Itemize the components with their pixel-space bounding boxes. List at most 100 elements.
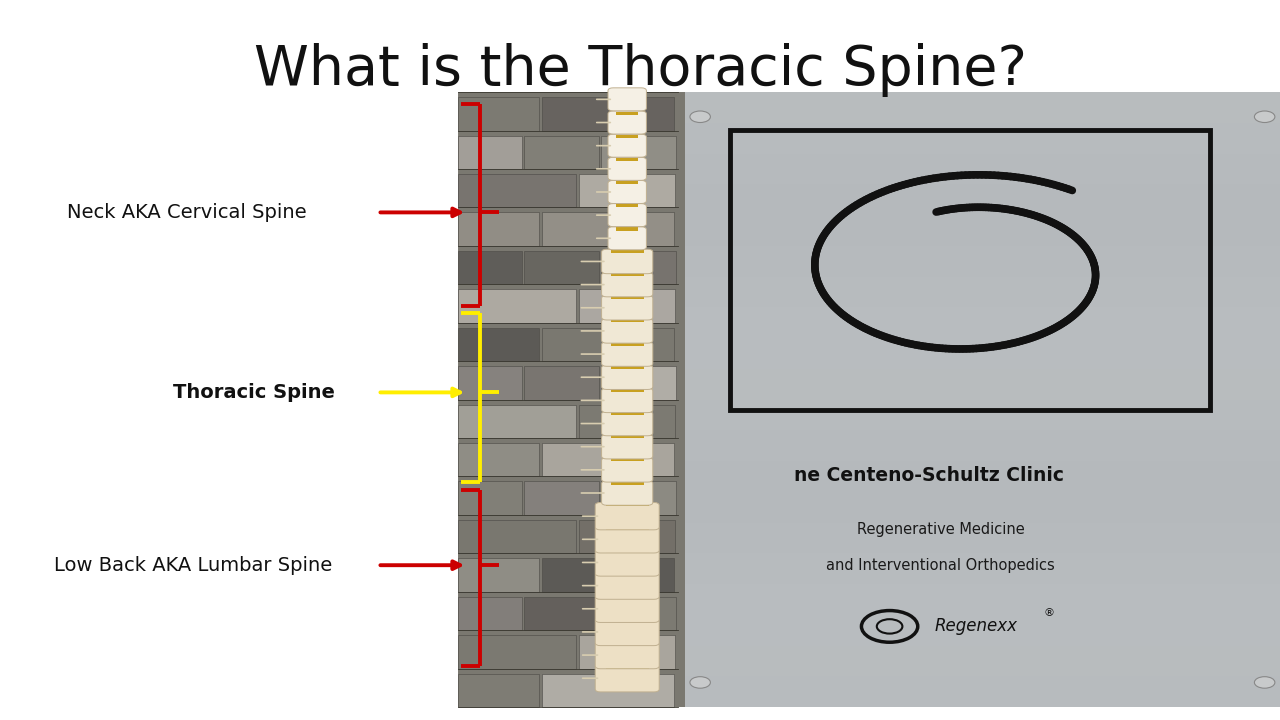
FancyBboxPatch shape [602, 411, 653, 436]
Text: ®: ® [1043, 608, 1055, 618]
Bar [580, 174, 676, 207]
Bar [525, 366, 599, 400]
Bar [685, 215, 1280, 246]
Bar [685, 276, 1280, 307]
Bar [611, 389, 644, 392]
Bar [616, 112, 639, 114]
FancyBboxPatch shape [602, 458, 653, 482]
Bar [685, 153, 1280, 184]
FancyBboxPatch shape [602, 434, 653, 459]
FancyBboxPatch shape [602, 342, 653, 366]
Bar [605, 549, 649, 553]
Bar [458, 443, 539, 477]
Bar [685, 553, 1280, 584]
Bar [685, 307, 1280, 338]
Bar [602, 597, 676, 630]
FancyBboxPatch shape [608, 204, 646, 227]
Bar [458, 289, 576, 323]
Bar [685, 184, 1280, 215]
Bar [685, 400, 1280, 431]
Bar [458, 520, 576, 553]
Bar [685, 523, 1280, 553]
Bar [458, 635, 576, 669]
Bar [580, 635, 676, 669]
Bar [458, 597, 522, 630]
FancyBboxPatch shape [595, 503, 659, 530]
Bar [611, 412, 644, 415]
Bar [541, 97, 675, 130]
Bar [541, 558, 675, 592]
Bar [525, 251, 599, 284]
Bar [602, 366, 676, 400]
Bar [685, 461, 1280, 492]
Bar [611, 435, 644, 438]
Text: Regenerative Medicine: Regenerative Medicine [856, 522, 1025, 536]
Bar [458, 366, 522, 400]
Bar [541, 443, 675, 477]
Bar [730, 130, 1210, 410]
Bar [458, 482, 522, 515]
Bar [685, 492, 1280, 523]
Bar [616, 158, 639, 161]
Bar [580, 289, 676, 323]
FancyBboxPatch shape [595, 572, 659, 599]
Bar [611, 481, 644, 485]
Text: Regenexx: Regenexx [934, 617, 1018, 635]
FancyBboxPatch shape [602, 272, 653, 297]
Bar [458, 97, 539, 130]
Bar [458, 135, 522, 169]
Bar [458, 405, 576, 438]
Bar [602, 135, 676, 169]
Bar [611, 319, 644, 323]
Bar [685, 92, 1280, 123]
Bar [602, 482, 676, 515]
Bar [525, 597, 599, 630]
FancyBboxPatch shape [602, 295, 653, 320]
FancyBboxPatch shape [602, 365, 653, 390]
Bar [458, 328, 539, 361]
Bar [605, 642, 649, 645]
Bar [580, 405, 676, 438]
Bar [616, 228, 639, 230]
FancyBboxPatch shape [595, 618, 659, 646]
Bar [602, 251, 676, 284]
FancyBboxPatch shape [608, 88, 646, 111]
Circle shape [1254, 111, 1275, 122]
Bar [458, 174, 576, 207]
Bar [458, 674, 539, 707]
Bar [611, 296, 644, 300]
FancyBboxPatch shape [602, 388, 653, 413]
Bar [685, 676, 1280, 707]
Bar [611, 250, 644, 253]
Bar [605, 665, 649, 668]
Bar [685, 369, 1280, 400]
Bar [605, 526, 649, 530]
FancyBboxPatch shape [595, 526, 659, 553]
Text: ne Centeno-Schultz Clinic: ne Centeno-Schultz Clinic [794, 466, 1064, 485]
Circle shape [690, 111, 710, 122]
Bar [685, 92, 1280, 707]
Bar [458, 212, 539, 246]
Bar [685, 338, 1280, 369]
Text: and Interventional Orthopedics: and Interventional Orthopedics [827, 558, 1055, 572]
FancyBboxPatch shape [602, 249, 653, 274]
FancyBboxPatch shape [602, 319, 653, 343]
Bar [605, 503, 649, 506]
Bar [611, 458, 644, 462]
Text: Low Back AKA Lumbar Spine: Low Back AKA Lumbar Spine [54, 556, 332, 575]
Bar [685, 123, 1280, 153]
Bar [685, 246, 1280, 276]
Bar [458, 558, 539, 592]
FancyBboxPatch shape [608, 181, 646, 204]
Text: Neck AKA Cervical Spine: Neck AKA Cervical Spine [67, 203, 306, 222]
Circle shape [1254, 677, 1275, 688]
Bar [685, 615, 1280, 646]
Bar [458, 251, 522, 284]
Bar [685, 584, 1280, 615]
FancyBboxPatch shape [595, 549, 659, 576]
Text: Thoracic Spine: Thoracic Spine [173, 383, 334, 402]
Bar [541, 212, 675, 246]
FancyBboxPatch shape [595, 665, 659, 692]
Bar [611, 366, 644, 369]
Bar [605, 618, 649, 622]
